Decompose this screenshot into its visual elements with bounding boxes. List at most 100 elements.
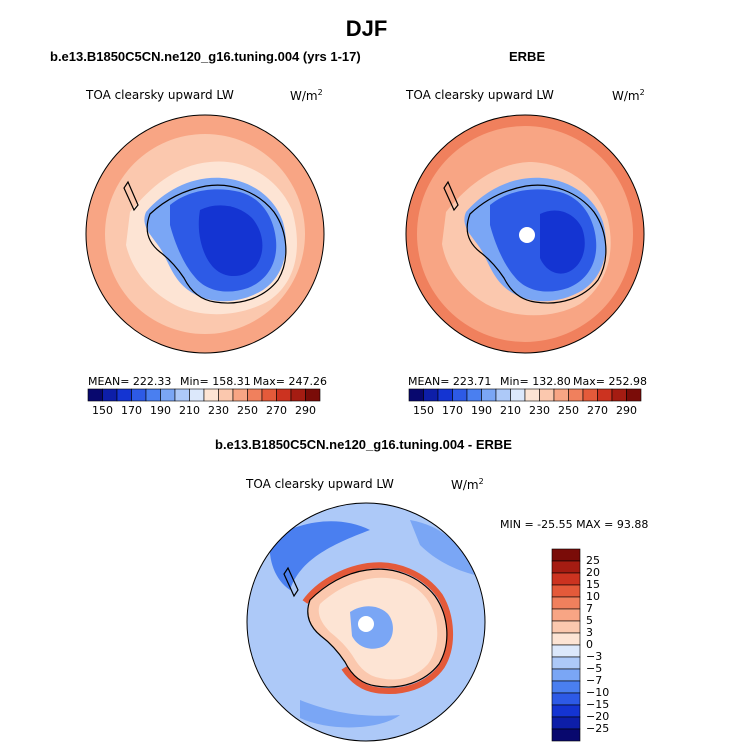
panel3-coastal-band [302,562,454,694]
panel2-plateau-zone [540,210,585,274]
colorbar-tick-label: −25 [586,722,610,735]
colorbar-swatch [551,572,581,586]
colorbar-swatch [437,388,453,402]
colorbar-swatch [203,388,219,402]
colorbar-tick-label: 270 [266,404,287,417]
colorbar-swatch [539,388,555,402]
panel2-units-label: W/m2 [612,88,645,103]
panel1-min: Min= 158.31 [180,375,251,388]
colorbar-swatch [290,388,306,402]
colorbar-swatch [568,388,584,402]
colorbar-swatch [611,388,627,402]
panel2-title: ERBE [509,49,546,64]
colorbar-tick-label: 190 [150,404,171,417]
colorbar-swatch [597,388,613,402]
colorbar-tick-label: 190 [471,404,492,417]
colorbar-swatch [87,388,103,402]
colorbar-swatch [116,388,132,402]
panel1-coastline [123,180,287,304]
colorbar-tick-label: 210 [179,404,200,417]
colorbar-swatch [551,680,581,694]
panel2-variable-label: TOA clearsky upward LW [406,88,554,102]
colorbar-tick-label: −7 [586,674,603,687]
colorbar-tick-label: 230 [208,404,229,417]
colorbar-swatch [551,728,581,742]
panel3-range: MIN = -25.55 MAX = 93.88 [500,518,649,531]
colorbar-swatch [408,388,424,402]
colorbar-tick-label: 170 [121,404,142,417]
panel3-colorbar [551,548,581,742]
panel1-colorbar [87,388,321,402]
panel1-map-border [85,114,325,354]
colorbar-swatch [551,644,581,658]
colorbar-tick-label: 290 [616,404,637,417]
colorbar-swatch [551,620,581,634]
panel3-negative-patch-c [300,700,400,728]
panel2-coastline [443,180,607,304]
colorbar-swatch [551,632,581,646]
colorbar-swatch [553,388,569,402]
colorbar-tick-label: 5 [586,614,593,627]
colorbar-swatch [131,388,147,402]
colorbar-tick-label: −15 [586,698,610,711]
colorbar-swatch [218,388,234,402]
colorbar-tick-label: 170 [442,404,463,417]
panel3-title: b.e13.B1850C5CN.ne120_g16.tuning.004 - E… [215,437,512,452]
colorbar-tick-label: 3 [586,626,593,639]
colorbar-swatch [481,388,497,402]
colorbar-swatch [189,388,205,402]
panel2-map [405,114,645,354]
panel2-colorbar [408,388,642,402]
panel3-negative-patch-a [269,521,370,590]
panel2-pole-hole [519,227,535,243]
colorbar-swatch [551,596,581,610]
colorbar-swatch [551,704,581,718]
colorbar-swatch [466,388,482,402]
colorbar-tick-label: −3 [586,650,603,663]
panel3-negative-patch-b [410,520,475,575]
colorbar-swatch [510,388,526,402]
colorbar-swatch [551,656,581,670]
panel3-map [246,502,486,742]
colorbar-tick-label: 250 [558,404,579,417]
colorbar-swatch [582,388,598,402]
colorbar-tick-label: 210 [500,404,521,417]
panel3-units-label: W/m2 [451,477,484,492]
colorbar-tick-label: 250 [237,404,258,417]
colorbar-tick-label: 15 [586,578,600,591]
colorbar-swatch [305,388,321,402]
colorbar-swatch [423,388,439,402]
colorbar-swatch [495,388,511,402]
colorbar-tick-label: 290 [295,404,316,417]
colorbar-swatch [551,668,581,682]
panel3-map-border [246,502,486,742]
colorbar-swatch [160,388,176,402]
colorbar-swatch [626,388,642,402]
colorbar-tick-label: −10 [586,686,610,699]
panel1-variable-label: TOA clearsky upward LW [86,88,234,102]
panel2-min: Min= 132.80 [500,375,571,388]
colorbar-tick-label: 25 [586,554,600,567]
colorbar-swatch [452,388,468,402]
colorbar-swatch [232,388,248,402]
colorbar-swatch [551,608,581,622]
panel1-plateau-zone [198,205,263,277]
colorbar-tick-label: 0 [586,638,593,651]
colorbar-tick-label: −20 [586,710,610,723]
panel1-map [85,114,325,354]
panel2-max: Max= 252.98 [573,375,647,388]
colorbar-swatch [551,692,581,706]
colorbar-swatch [551,560,581,574]
panel1-max: Max= 247.26 [253,375,327,388]
panel1-title: b.e13.B1850C5CN.ne120_g16.tuning.004 (yr… [50,49,361,64]
panel2-map-border [405,114,645,354]
panel3-pole-hole [358,616,374,632]
colorbar-swatch [174,388,190,402]
colorbar-swatch [145,388,161,402]
panel1-units-label: W/m2 [290,88,323,103]
colorbar-tick-label: 10 [586,590,600,603]
colorbar-tick-label: 230 [529,404,550,417]
colorbar-swatch [276,388,292,402]
colorbar-swatch [247,388,263,402]
